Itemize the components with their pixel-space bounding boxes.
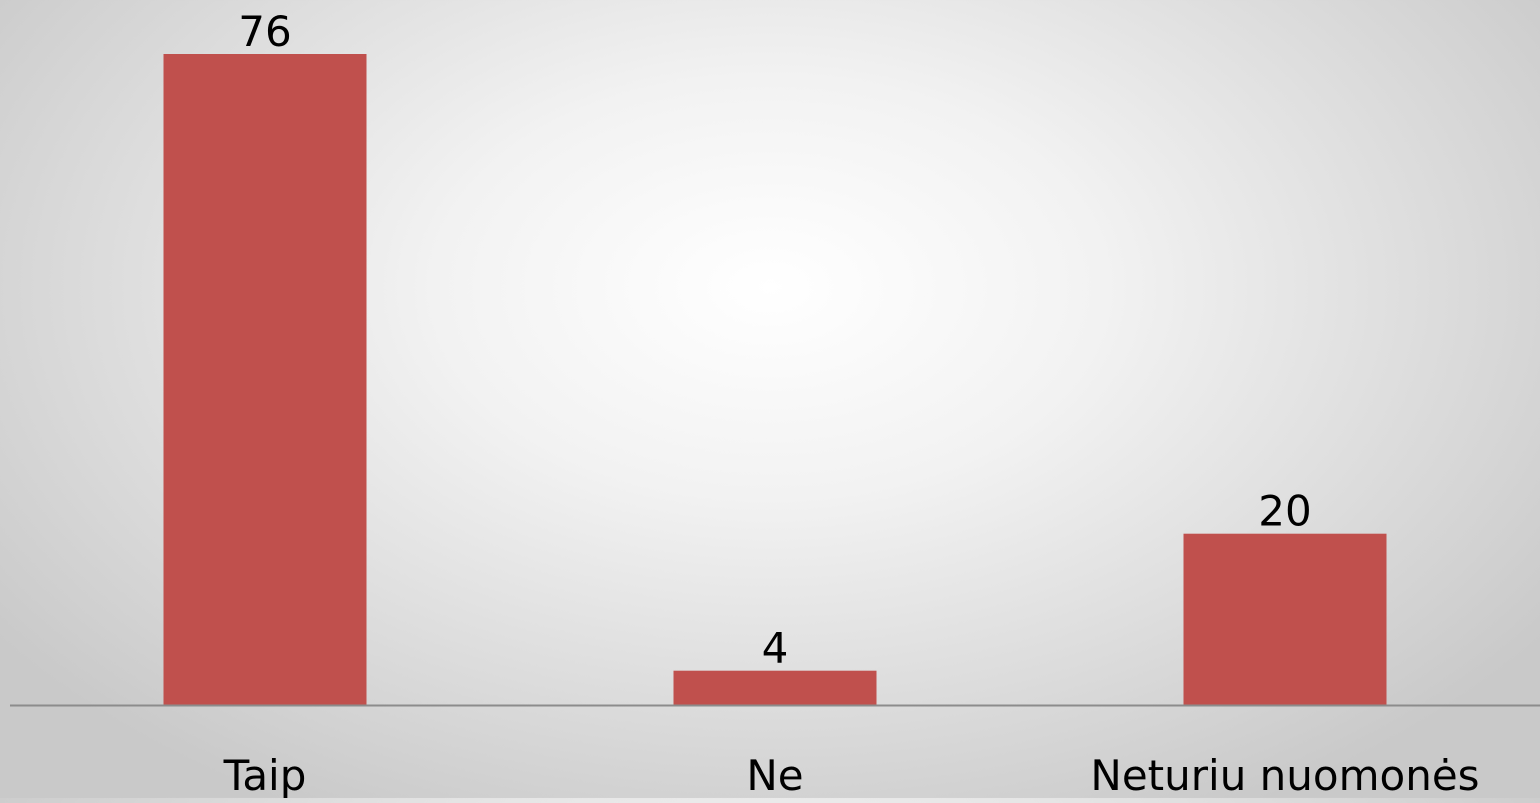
category-label-2: Ne (746, 751, 803, 798)
data-labels-group: 76 4 20 (238, 7, 1311, 673)
data-label-2: 4 (762, 624, 789, 673)
bar-3 (1183, 533, 1387, 705)
bar-1 (163, 54, 367, 705)
category-label-3: Neturiu nuomonės (1090, 751, 1479, 798)
bar-2 (673, 670, 877, 705)
category-label-1: Taip (223, 751, 307, 798)
data-label-1: 76 (238, 7, 291, 56)
data-label-3: 20 (1258, 487, 1311, 536)
category-labels-group: Taip Ne Neturiu nuomonės (223, 751, 1480, 800)
bars-group (163, 54, 1387, 705)
